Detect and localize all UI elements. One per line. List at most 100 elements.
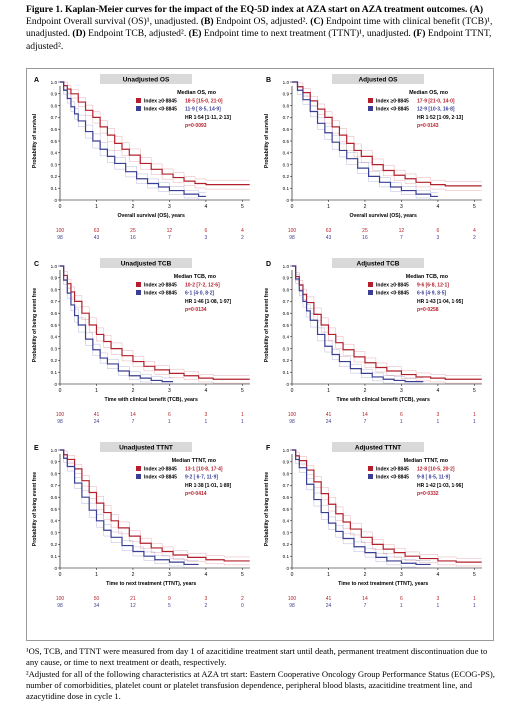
y-tick-label: 0 [286, 566, 289, 571]
risk-low: 3 [437, 235, 440, 241]
km-curve-low [292, 265, 424, 383]
y-tick-label: 0.4 [283, 335, 290, 340]
y-tick-label: 0.5 [51, 507, 58, 512]
x-axis-label: Time to next treatment (TTNT), years [106, 581, 196, 587]
y-tick-label: 0.1 [283, 186, 290, 191]
x-axis-label: Time with clinical benefit (TCB), years [337, 397, 430, 403]
risk-high: 41 [94, 412, 100, 418]
legend-label-high: Index ≥0·8845 [376, 283, 409, 289]
legend-swatch-high [136, 466, 141, 471]
risk-low: 1 [241, 419, 244, 425]
x-tick-label: 5 [473, 572, 476, 578]
risk-low: 98 [289, 235, 295, 241]
risk-high: 63 [94, 228, 100, 234]
median-low: 6·6 [4·9, 8·5] [417, 291, 447, 297]
risk-high: 6 [400, 412, 403, 418]
x-tick-label: 3 [400, 388, 403, 394]
y-tick-label: 0.1 [51, 186, 58, 191]
x-tick-label: 2 [364, 388, 367, 394]
x-tick-label: 5 [473, 388, 476, 394]
y-tick-label: 0 [54, 382, 57, 387]
ci-line [292, 449, 431, 561]
y-tick-label: 0.9 [283, 460, 290, 465]
legend-swatch-high [136, 282, 141, 287]
x-tick-label: 2 [132, 388, 135, 394]
km-curve-low [292, 449, 431, 566]
risk-low: 5 [168, 603, 171, 609]
part-letter-e: (E) [188, 28, 202, 40]
y-tick-label: 0.4 [51, 519, 58, 524]
y-tick-label: 0.3 [283, 346, 290, 351]
panel-letter: F [266, 445, 271, 452]
panel-letter: C [34, 261, 39, 268]
median-high: 12·8 [10·5, 20·2] [417, 467, 455, 473]
footnotes: ¹OS, TCB, and TTNT were measured from da… [26, 646, 500, 703]
y-tick-label: 0.2 [51, 358, 58, 363]
x-tick-label: 2 [132, 572, 135, 578]
risk-high: 100 [288, 412, 297, 418]
risk-low: 7 [168, 235, 171, 241]
panel-letter: D [266, 261, 271, 268]
risk-high: 6 [168, 412, 171, 418]
risk-low: 7 [364, 603, 367, 609]
legend-label-high: Index ≥0·8845 [144, 99, 177, 105]
x-tick-label: 1 [327, 204, 330, 210]
y-tick-label: 0.7 [51, 299, 58, 304]
x-tick-label: 4 [205, 572, 208, 578]
risk-high: 1 [473, 596, 476, 602]
legend-swatch-low [136, 106, 141, 111]
median-high: 13·1 [10·8, 17·4] [185, 467, 223, 473]
median-low: 12·9 [10·3, 16·8] [417, 107, 455, 113]
km-curve-low [60, 81, 206, 198]
y-tick-label: 0.4 [51, 151, 58, 156]
panel-title: Adjusted TCB [357, 261, 400, 268]
ci-line [292, 265, 424, 379]
risk-low: 1 [437, 419, 440, 425]
risk-high: 100 [288, 228, 297, 234]
x-tick-label: 1 [95, 572, 98, 578]
y-tick-label: 0 [286, 382, 289, 387]
y-axis-label: Probability of being event free [32, 472, 38, 546]
y-tick-label: 0.2 [283, 542, 290, 547]
y-tick-label: 0.8 [283, 287, 290, 292]
risk-high: 14 [362, 412, 368, 418]
panel-b: B Adjusted OS 0 0.1 0.2 0.3 0.4 0.5 0.6 0.7 0.8 0.9… [264, 74, 482, 241]
median-high: 9·6 [6·8, 12·1] [417, 283, 449, 289]
risk-high: 50 [94, 596, 100, 602]
ci-line [292, 81, 482, 182]
risk-low: 16 [362, 235, 368, 241]
median-header: Median TTNT, mo [404, 458, 449, 464]
y-tick-label: 0.4 [51, 335, 58, 340]
part-letter-d: (D) [72, 28, 86, 40]
x-tick-label: 4 [205, 204, 208, 210]
y-tick-label: 0.6 [51, 311, 58, 316]
risk-low: 16 [130, 235, 136, 241]
risk-high: 4 [241, 228, 244, 234]
legend-label-low: Index <0·8845 [376, 107, 409, 113]
panel-title-box [332, 442, 424, 452]
footnote-1: ¹OS, TCB, and TTNT were measured from da… [26, 646, 488, 667]
p-value: p=0·0258 [417, 307, 439, 313]
ci-line [60, 81, 250, 181]
legend-swatch-low [136, 290, 141, 295]
median-low: 9·8 [ 8·5, 11·9] [417, 475, 450, 481]
x-tick-label: 5 [241, 572, 244, 578]
ci-line [60, 449, 199, 569]
x-tick-label: 0 [59, 388, 62, 394]
x-tick-label: 4 [437, 388, 440, 394]
y-tick-label: 0.8 [51, 103, 58, 108]
panel-title-box [332, 258, 424, 268]
y-tick-label: 0.2 [283, 358, 290, 363]
legend-swatch-low [368, 290, 373, 295]
risk-low: 98 [57, 235, 63, 241]
y-tick-label: 0.6 [283, 311, 290, 316]
median-low: 6·1 [4·0, 8·2] [185, 291, 215, 297]
panel-title: Adjusted TTNT [355, 445, 401, 452]
y-tick-label: 0.4 [283, 519, 290, 524]
y-tick-label: 0.2 [51, 542, 58, 547]
risk-high: 3 [437, 412, 440, 418]
y-tick-label: 0.5 [51, 323, 58, 328]
y-tick-label: 0.7 [51, 115, 58, 120]
panel-a: A Unadjusted OS 0 0.1 0.2 0.3 0.4 0.5 0.6 0.7 0.8 0… [32, 74, 250, 241]
y-tick-label: 0.6 [51, 495, 58, 500]
